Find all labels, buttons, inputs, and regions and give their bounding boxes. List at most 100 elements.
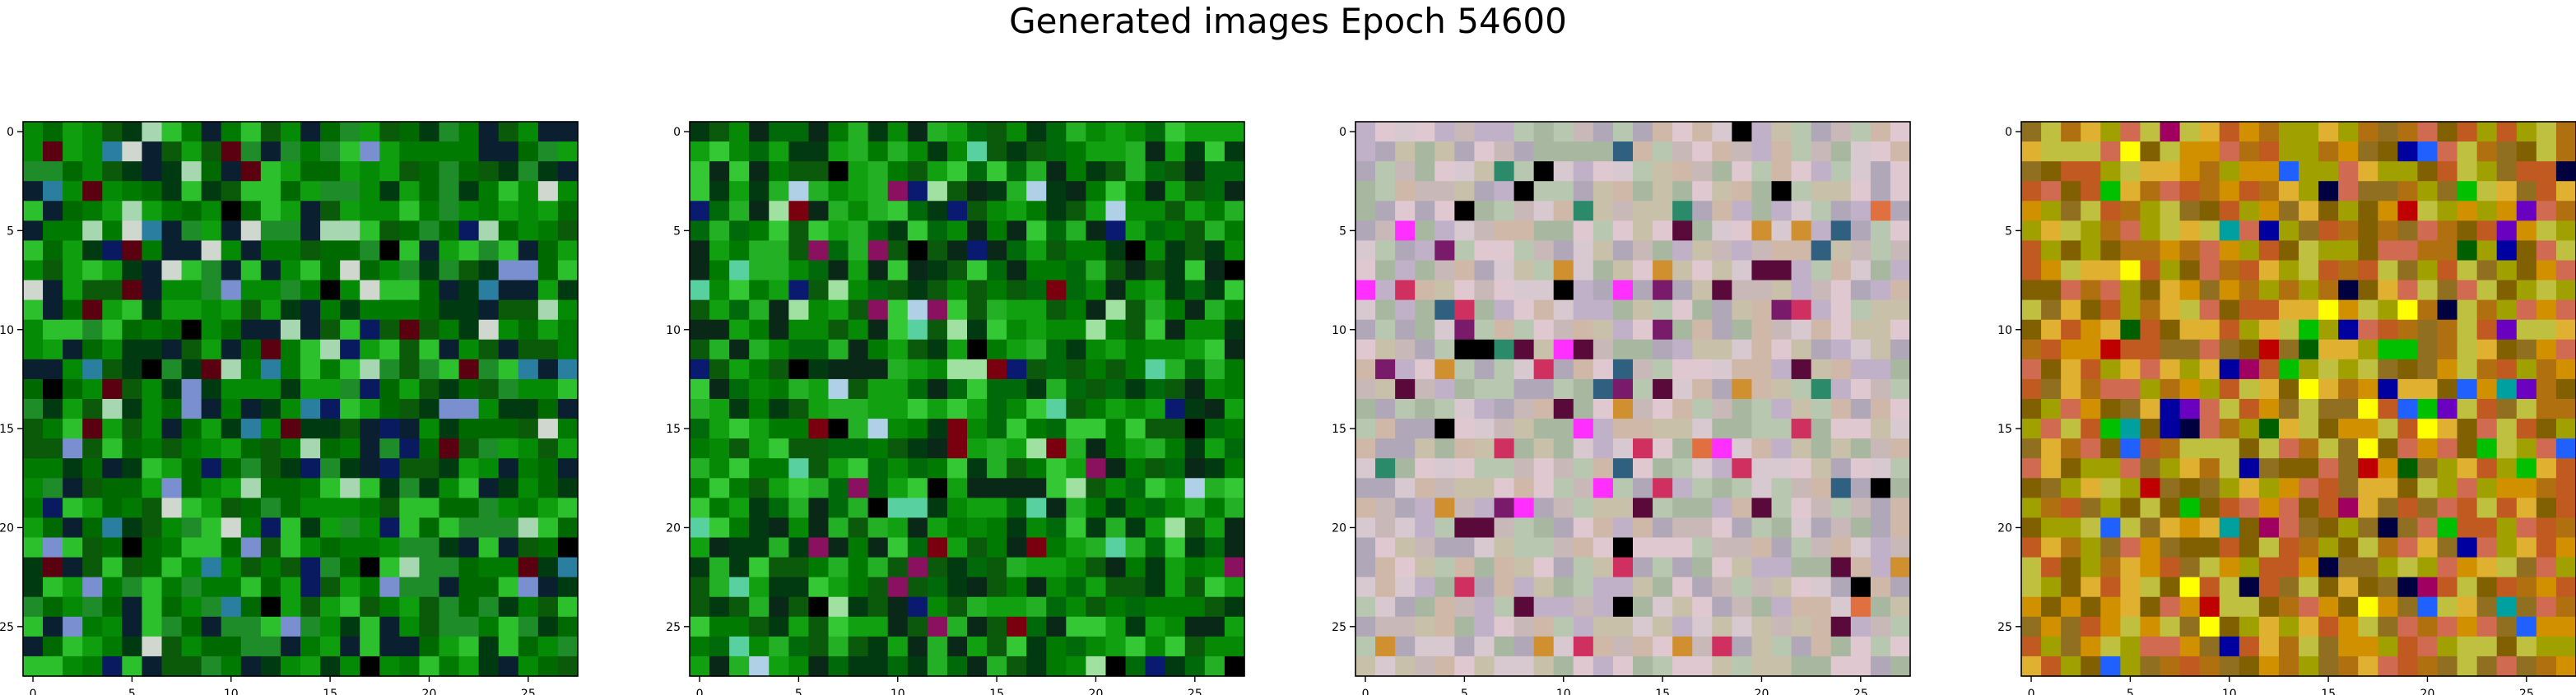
- pixel-cell: [201, 616, 222, 637]
- pixel-cell: [1375, 220, 1396, 242]
- pixel-cell: [2140, 399, 2161, 419]
- pixel-cell: [1145, 359, 1166, 380]
- pixel-cell: [1633, 458, 1653, 479]
- pixel-cell: [1224, 438, 1245, 459]
- pixel-cell: [1732, 399, 1753, 419]
- y-tick-label: 0: [2005, 126, 2012, 139]
- pixel-cell: [43, 280, 63, 301]
- pixel-cell: [379, 517, 400, 539]
- pixel-cell: [1494, 498, 1515, 519]
- pixel-cell: [260, 419, 281, 439]
- pixel-cell: [848, 419, 869, 439]
- pixel-cell: [2516, 478, 2537, 498]
- pixel-cell: [201, 260, 222, 281]
- pixel-cell: [2338, 498, 2359, 519]
- pixel-cell: [2397, 458, 2419, 479]
- pixel-cell: [122, 181, 143, 202]
- pixel-cell: [2160, 557, 2181, 578]
- pixel-cell: [1494, 636, 1515, 657]
- pixel-cell: [887, 517, 909, 539]
- pixel-cell: [340, 399, 360, 419]
- pixel-cell: [1672, 399, 1693, 419]
- pixel-cell: [2179, 517, 2201, 539]
- pixel-cell: [439, 378, 460, 400]
- pixel-cell: [1573, 399, 1594, 419]
- pixel-cell: [2278, 201, 2299, 221]
- pixel-cell: [1751, 220, 1773, 242]
- pixel-cell: [1870, 517, 1891, 539]
- pixel-cell: [360, 220, 380, 242]
- pixel-cell: [1830, 517, 1852, 539]
- pixel-cell: [1086, 656, 1107, 677]
- pixel-cell: [690, 419, 710, 439]
- pixel-cell: [2476, 636, 2498, 657]
- pixel-cell: [1026, 458, 1047, 479]
- pixel-cell: [1830, 616, 1852, 637]
- pixel-cell: [43, 201, 63, 221]
- pixel-cell: [1751, 636, 1773, 657]
- pixel-cell: [1751, 181, 1773, 202]
- pixel-cell: [537, 636, 559, 657]
- pixel-cell: [1434, 399, 1455, 419]
- pixel-cell: [2358, 339, 2378, 360]
- pixel-cell: [1553, 557, 1574, 578]
- pixel-cell: [2555, 458, 2576, 479]
- pixel-cell: [1732, 260, 1753, 281]
- pixel-cell: [458, 458, 480, 479]
- pixel-cell: [439, 260, 460, 281]
- pixel-cell: [769, 656, 789, 677]
- pixel-cell: [518, 537, 539, 558]
- pixel-cell: [1553, 378, 1574, 400]
- pixel-cell: [43, 181, 63, 202]
- pixel-cell: [1395, 280, 1416, 301]
- pixel-cell: [1007, 240, 1027, 262]
- pixel-cell: [518, 201, 539, 221]
- pixel-cell: [2397, 181, 2419, 202]
- pixel-cell: [1474, 478, 1495, 498]
- pixel-cell: [1732, 359, 1753, 380]
- pixel-cell: [1007, 378, 1027, 400]
- pixel-cell: [1811, 319, 1832, 341]
- pixel-cell: [1811, 616, 1832, 637]
- pixel-cell: [1612, 557, 1634, 578]
- pixel-cell: [828, 359, 849, 380]
- pixel-cell: [2081, 596, 2101, 618]
- pixel-cell: [2100, 378, 2121, 400]
- pixel-cell: [240, 517, 262, 539]
- pixel-cell: [907, 220, 928, 242]
- y-tick-label: 20: [666, 521, 681, 535]
- pixel-cell: [788, 557, 810, 578]
- pixel-cell: [458, 220, 480, 242]
- pixel-cell: [1375, 458, 1396, 479]
- pixel-cell: [360, 596, 380, 618]
- pixel-cell: [2239, 557, 2260, 578]
- pixel-cell: [1771, 577, 1793, 598]
- pixel-cell: [300, 616, 321, 637]
- pixel-cell: [1375, 636, 1396, 657]
- pixel-cell: [987, 458, 1007, 479]
- pixel-cell: [1415, 220, 1435, 242]
- pixel-cell: [2437, 557, 2458, 578]
- pixel-cell: [1633, 577, 1653, 598]
- pixel-cell: [1395, 359, 1416, 380]
- pixel-cell: [848, 339, 869, 360]
- pixel-cell: [2476, 378, 2498, 400]
- pixel-cell: [419, 537, 440, 558]
- pixel-cell: [1184, 122, 1206, 142]
- pixel-cell: [2140, 280, 2161, 301]
- pixel-cell: [1732, 339, 1753, 360]
- pixel-cell: [967, 280, 988, 301]
- pixel-cell: [2496, 141, 2518, 162]
- pixel-cell: [102, 378, 123, 400]
- pixel-cell: [1375, 517, 1396, 539]
- pixel-cell: [1204, 537, 1225, 558]
- pixel-cell: [2160, 636, 2181, 657]
- pixel-cell: [1712, 378, 1732, 400]
- pixel-cell: [2081, 438, 2101, 459]
- pixel-cell: [23, 181, 44, 202]
- pixel-cell: [2021, 636, 2042, 657]
- pixel-cell: [2199, 399, 2220, 419]
- pixel-cell: [1791, 141, 1812, 162]
- pixel-cell: [439, 458, 460, 479]
- pixel-cell: [1395, 220, 1416, 242]
